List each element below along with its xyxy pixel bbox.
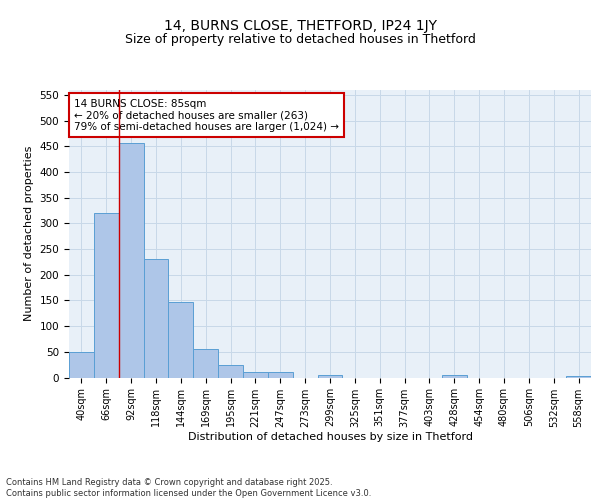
Bar [143,259,169,378]
Bar [69,352,94,378]
Bar [317,375,343,378]
Bar [218,364,243,378]
Y-axis label: Number of detached properties: Number of detached properties [24,146,34,322]
Bar [566,376,591,378]
Bar [442,376,467,378]
Text: 14, BURNS CLOSE, THETFORD, IP24 1JY: 14, BURNS CLOSE, THETFORD, IP24 1JY [163,19,437,33]
Bar [94,213,119,378]
Bar [268,372,293,378]
Bar [169,302,193,378]
Text: 14 BURNS CLOSE: 85sqm
← 20% of detached houses are smaller (263)
79% of semi-det: 14 BURNS CLOSE: 85sqm ← 20% of detached … [74,98,339,132]
Text: Size of property relative to detached houses in Thetford: Size of property relative to detached ho… [125,34,475,46]
X-axis label: Distribution of detached houses by size in Thetford: Distribution of detached houses by size … [187,432,473,442]
Bar [193,350,218,378]
Text: Contains HM Land Registry data © Crown copyright and database right 2025.
Contai: Contains HM Land Registry data © Crown c… [6,478,371,498]
Bar [119,144,143,378]
Bar [243,372,268,378]
